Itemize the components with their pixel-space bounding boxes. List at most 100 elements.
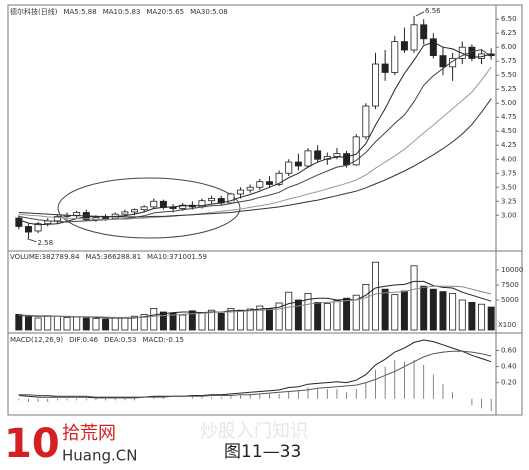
candle-body	[246, 186, 254, 191]
candle-body	[159, 200, 167, 208]
volume-bar	[92, 318, 100, 331]
candle-body	[208, 198, 216, 202]
ma-line	[18, 98, 492, 218]
volume-bar	[34, 317, 42, 331]
y-tick-label: 7500	[501, 281, 519, 289]
panel-legend: MA5:366288.81	[86, 253, 142, 261]
volume-bar	[102, 318, 110, 331]
volume-bar	[73, 316, 81, 331]
volume-bar	[391, 294, 399, 331]
volume-bar	[140, 314, 148, 331]
y-tick-label: 3.50	[501, 183, 517, 191]
logo-site: Huang.CN	[62, 447, 137, 465]
volume-bar	[121, 317, 129, 331]
y-tick-label: 10000	[501, 266, 523, 274]
candle-body	[121, 211, 129, 215]
volume-bar	[131, 315, 138, 331]
ma-line	[18, 48, 492, 223]
panel-legend: MACD:-0.15	[143, 336, 184, 344]
volume-bar	[285, 291, 293, 331]
volume-bar	[294, 299, 302, 331]
volume-bar	[111, 317, 119, 331]
y-tick-label: 4.75	[501, 113, 517, 121]
candle-body	[73, 212, 81, 216]
ma-line	[18, 280, 492, 319]
ma-line	[18, 66, 492, 220]
candle-body	[294, 161, 302, 167]
panel-legend: MA10:5.83	[103, 8, 141, 16]
y-tick-label: 4.25	[501, 141, 517, 149]
candle-body	[333, 153, 341, 157]
ma-line	[18, 339, 492, 399]
volume-bar	[372, 261, 379, 331]
ma-line	[18, 350, 492, 398]
y-tick-label: 3.75	[501, 169, 517, 177]
volume-bar	[343, 297, 351, 331]
y-tick-label: 0.20	[501, 379, 517, 387]
candle-body	[53, 215, 61, 222]
candle-body	[15, 217, 23, 227]
candle-body	[256, 181, 264, 188]
volume-bar	[217, 312, 225, 331]
low-label: 2.58	[37, 239, 53, 247]
volume-bar	[265, 308, 273, 331]
candle-body	[169, 207, 177, 209]
y-tick-label: 5.75	[501, 57, 517, 65]
volume-bar	[410, 265, 418, 331]
volume-bar	[169, 312, 177, 331]
candle-body	[179, 204, 187, 209]
volume-bar	[439, 291, 447, 331]
volume-bar	[420, 285, 428, 331]
candle-body	[429, 38, 437, 57]
candle-body	[362, 105, 370, 138]
volume-bar	[246, 308, 254, 331]
volume-bar	[82, 317, 90, 331]
volume-bar	[333, 300, 341, 331]
panel-legend: MA5:5.88	[63, 8, 96, 16]
frame	[7, 4, 523, 416]
volume-bar	[449, 293, 457, 331]
volume-bar	[487, 306, 495, 331]
logo-name: 拾荒网	[62, 423, 116, 444]
high-pointer	[415, 11, 425, 17]
candle-body	[314, 150, 322, 160]
panel-legend: MACD(12,26,9)	[10, 336, 63, 344]
volume-bar	[458, 299, 466, 331]
volume-bar	[208, 309, 216, 331]
volume-bar	[63, 317, 71, 331]
y-tick-label: 6.00	[501, 43, 517, 51]
panel-legend: 德尔科技(日线)	[10, 7, 58, 16]
logo-mark: 10	[4, 421, 60, 467]
volume-bar	[159, 311, 167, 331]
candle-body	[140, 206, 148, 211]
panel-legend: DIF:0.46	[69, 336, 98, 344]
figure-caption: 图11—33	[224, 442, 301, 462]
volume-bar	[323, 303, 331, 331]
panel-legend: MA10:371001.59	[147, 253, 207, 261]
unit-label: X100	[498, 321, 516, 329]
candle-body	[420, 24, 428, 40]
panel-legend: MA20:5.65	[146, 8, 184, 16]
y-tick-label: 4.00	[501, 155, 517, 163]
y-tick-label: 3.00	[501, 211, 517, 219]
volume-bar	[314, 302, 322, 331]
panel-legend: VOLUME:382789.84	[10, 253, 80, 261]
volume-bar	[304, 293, 312, 331]
volume-bar	[352, 294, 360, 331]
volume-bar	[188, 310, 196, 331]
candle-body	[150, 200, 158, 208]
y-tick-label: 0.40	[501, 363, 517, 371]
candle-body	[24, 226, 32, 233]
candle-body	[343, 153, 351, 166]
volume-bar	[429, 288, 437, 331]
y-tick-label: 5.25	[501, 85, 517, 93]
volume-bar	[237, 309, 245, 331]
y-tick-label: 4.50	[501, 127, 517, 135]
y-tick-label: 6.50	[501, 15, 517, 23]
candle-body	[372, 63, 379, 107]
y-tick-label: 3.25	[501, 197, 517, 205]
volume-bar	[400, 290, 408, 331]
candle-body	[439, 55, 447, 68]
volume-bar	[44, 315, 52, 331]
